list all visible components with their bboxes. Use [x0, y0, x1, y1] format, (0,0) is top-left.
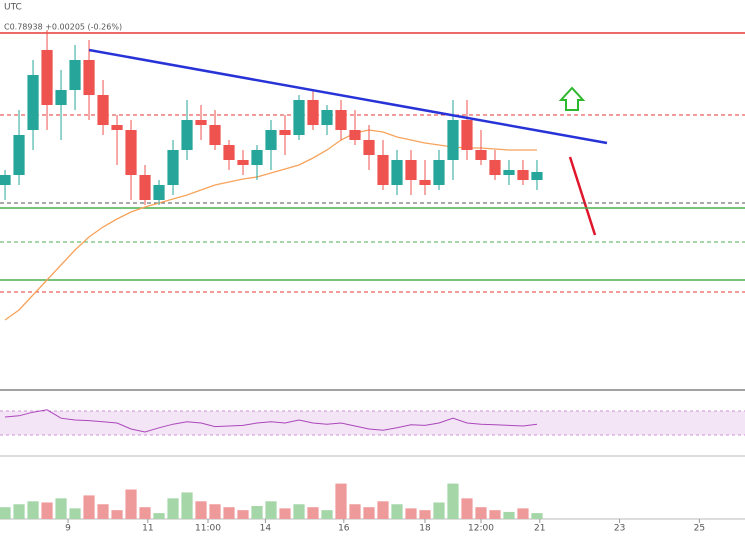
candle-body [97, 95, 109, 125]
volume-bar [97, 504, 109, 519]
volume-bar [433, 502, 445, 519]
volume-bar [461, 498, 473, 519]
candle-body [433, 160, 445, 185]
volume-bar [377, 501, 389, 519]
candle-body [195, 120, 207, 125]
candle-body [265, 130, 277, 150]
candle-body [489, 160, 501, 175]
volume-bar [83, 495, 95, 519]
volume-bar [237, 510, 249, 519]
volume-bar [503, 511, 515, 519]
candle-body [251, 150, 263, 165]
volume-bar [307, 507, 319, 519]
candle-body [363, 140, 375, 155]
x-tick-label: 9 [65, 524, 71, 534]
x-tick-label: 14 [260, 524, 272, 534]
x-tick-label: 21 [534, 524, 545, 534]
candle-body [447, 120, 459, 160]
volume-bar [0, 507, 11, 519]
volume-bar [181, 492, 193, 519]
x-tick-label: 18 [419, 524, 431, 534]
up-arrow [558, 86, 586, 111]
volume-bar [55, 498, 67, 519]
volume-bar [139, 507, 151, 519]
volume-bar [391, 504, 403, 519]
volume-bar [223, 507, 235, 519]
volume-bar [419, 510, 431, 519]
candle-body [307, 100, 319, 125]
candle-body [335, 110, 347, 130]
volume-bar [13, 504, 25, 519]
candle-body [461, 120, 473, 150]
candle-body [125, 130, 137, 175]
volume-bar [265, 501, 277, 519]
candle-body [55, 90, 67, 105]
candle-body [167, 150, 179, 185]
volume-bar [279, 508, 291, 519]
candle-body [83, 60, 95, 95]
x-tick-label: 11 [142, 524, 153, 534]
volume-bar [153, 513, 165, 519]
volume-bar [251, 506, 263, 519]
volume-bar [321, 510, 333, 519]
candle-body [475, 150, 487, 160]
candle-body [391, 160, 403, 185]
down-line [568, 156, 597, 236]
rsi-band [0, 411, 745, 435]
candle-body [153, 185, 165, 200]
trendline [88, 48, 608, 145]
candle-body [237, 160, 249, 165]
volume-bar [475, 507, 487, 519]
volume-bar [489, 510, 501, 519]
volume-bar [405, 508, 417, 519]
candle-body [27, 75, 39, 130]
candle-body [531, 172, 543, 180]
volume-bar [293, 504, 305, 519]
rsi-line [4, 409, 538, 433]
x-tick-label: 16 [338, 524, 350, 534]
candle-body [209, 125, 221, 145]
volume-bar [349, 504, 361, 519]
candle-body [0, 175, 11, 185]
x-tick-label: 23 [614, 524, 625, 534]
volume-bar [27, 501, 39, 519]
candle-body [405, 160, 417, 180]
candle-body [279, 130, 291, 135]
candle-body [419, 180, 431, 185]
candle-body [41, 50, 53, 105]
x-tick-label: 12:00 [468, 524, 494, 534]
volume-bar [111, 510, 123, 519]
timezone: UTC [4, 3, 22, 13]
candle-body [13, 135, 25, 175]
candle-body [517, 170, 529, 180]
volume-bar [447, 483, 459, 519]
x-tick-label: 25 [694, 524, 705, 534]
volume-bar [167, 498, 179, 519]
candle-body [111, 125, 123, 130]
volume-bar [125, 489, 137, 519]
candle-body [321, 110, 333, 125]
volume-bar [41, 502, 53, 519]
candle-body [503, 170, 515, 175]
volume-bar [69, 508, 81, 519]
volume-bar [363, 507, 375, 519]
volume-bar [195, 501, 207, 519]
candle-body [69, 60, 81, 90]
candle-body [293, 100, 305, 135]
volume-bar [517, 508, 529, 519]
volume-bar [531, 513, 543, 519]
candle-body [349, 130, 361, 140]
candle-body [181, 120, 193, 150]
volume-bar [209, 504, 221, 519]
candle-body [223, 145, 235, 160]
volume-bar [335, 483, 347, 519]
candle-body [139, 175, 151, 200]
x-tick-label: 11:00 [195, 524, 221, 534]
candle-body [377, 155, 389, 185]
quote: C0.78938 +0.00205 (-0.26%) [4, 23, 122, 32]
